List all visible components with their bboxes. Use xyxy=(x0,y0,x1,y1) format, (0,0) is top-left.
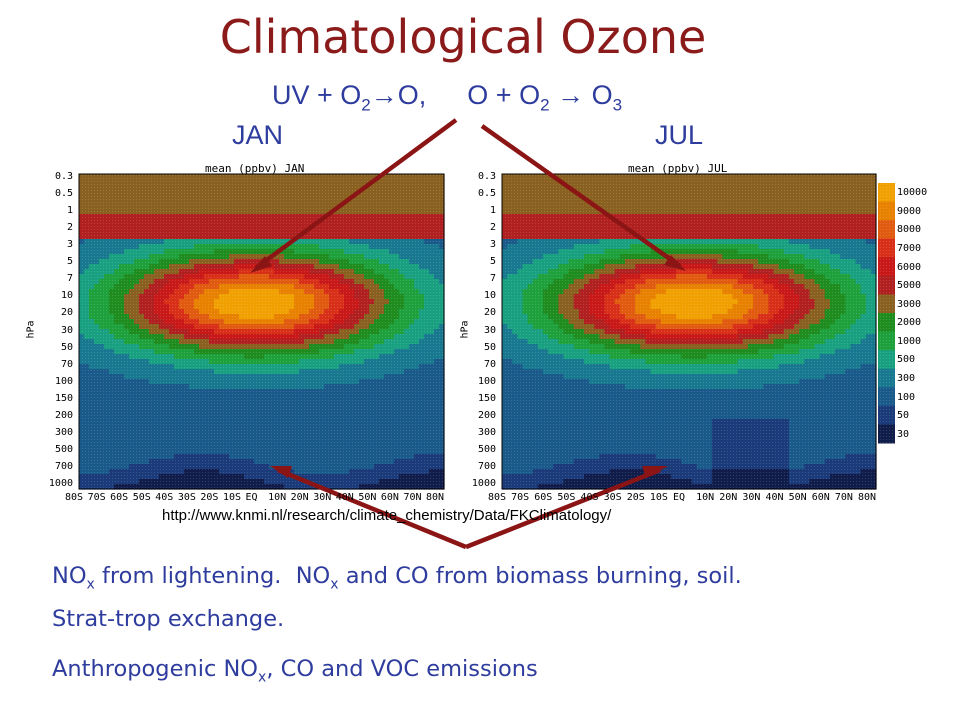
jul-panel-subtitle: mean (ppbv) JUL xyxy=(628,162,728,175)
jan-heatmap xyxy=(78,173,445,490)
jan-panel-subtitle: mean (ppbv) JAN xyxy=(205,162,305,175)
reaction-1: UV + O2→O, xyxy=(272,80,427,115)
heatmap-texture xyxy=(79,174,444,489)
jul-panel-title: JUL xyxy=(655,120,704,150)
reaction-2: O + O2 → O3 xyxy=(467,80,623,115)
heatmap-frame xyxy=(78,173,445,490)
reaction-equations: UV + O2→O, O + O2 → O3 xyxy=(272,80,622,115)
slide-title: Climatological Ozone xyxy=(219,10,707,64)
jan-panel-title: JAN xyxy=(232,120,284,150)
jul-heatmap xyxy=(501,173,877,490)
